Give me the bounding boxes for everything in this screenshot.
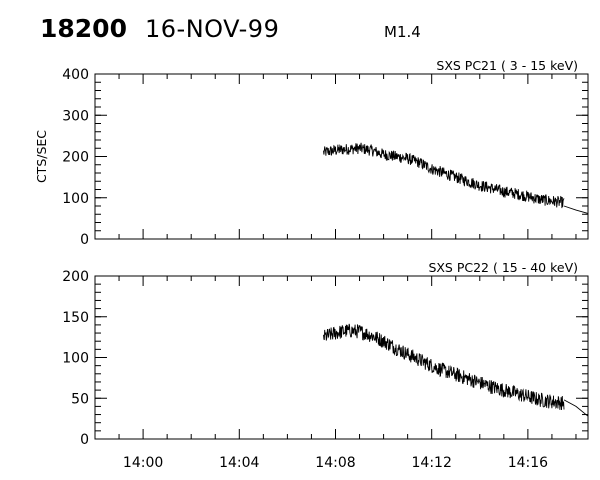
y-tick-label: 400: [62, 67, 89, 83]
plot-header: 18200 16-NOV-99 M1.4: [0, 0, 600, 50]
y-tick-label: 200: [62, 269, 89, 285]
fit-line: [563, 399, 589, 417]
y-tick-label: 100: [62, 191, 89, 207]
y-tick-label: 150: [62, 310, 89, 326]
y-tick-label: 300: [62, 108, 89, 124]
plot-frame: [94, 73, 589, 240]
count-rate-line: [323, 323, 565, 411]
flare-class: M1.4: [384, 23, 421, 41]
y-tick-label: 0: [80, 232, 89, 248]
x-tick-label: 14:16: [508, 455, 548, 471]
panel-title: SXS PC22 ( 15 - 40 keV): [428, 260, 578, 275]
y-axis-label: CTS/SEC: [34, 130, 49, 183]
x-tick-label: 14:12: [412, 455, 452, 471]
plot-frame: [94, 275, 589, 440]
x-tick-label: 14:04: [219, 455, 259, 471]
y-tick-label: 50: [71, 391, 89, 407]
event-id: 18200: [40, 14, 127, 43]
panel-title: SXS PC21 ( 3 - 15 keV): [436, 58, 578, 73]
y-tick-label: 100: [62, 351, 89, 367]
event-date: 16-NOV-99: [145, 15, 280, 43]
fit-line: [563, 205, 589, 214]
y-tick-label: 0: [80, 432, 89, 448]
x-tick-label: 14:08: [315, 455, 355, 471]
x-tick-label: 14:00: [123, 455, 163, 471]
count-rate-line: [323, 142, 565, 209]
y-tick-label: 200: [62, 150, 89, 166]
